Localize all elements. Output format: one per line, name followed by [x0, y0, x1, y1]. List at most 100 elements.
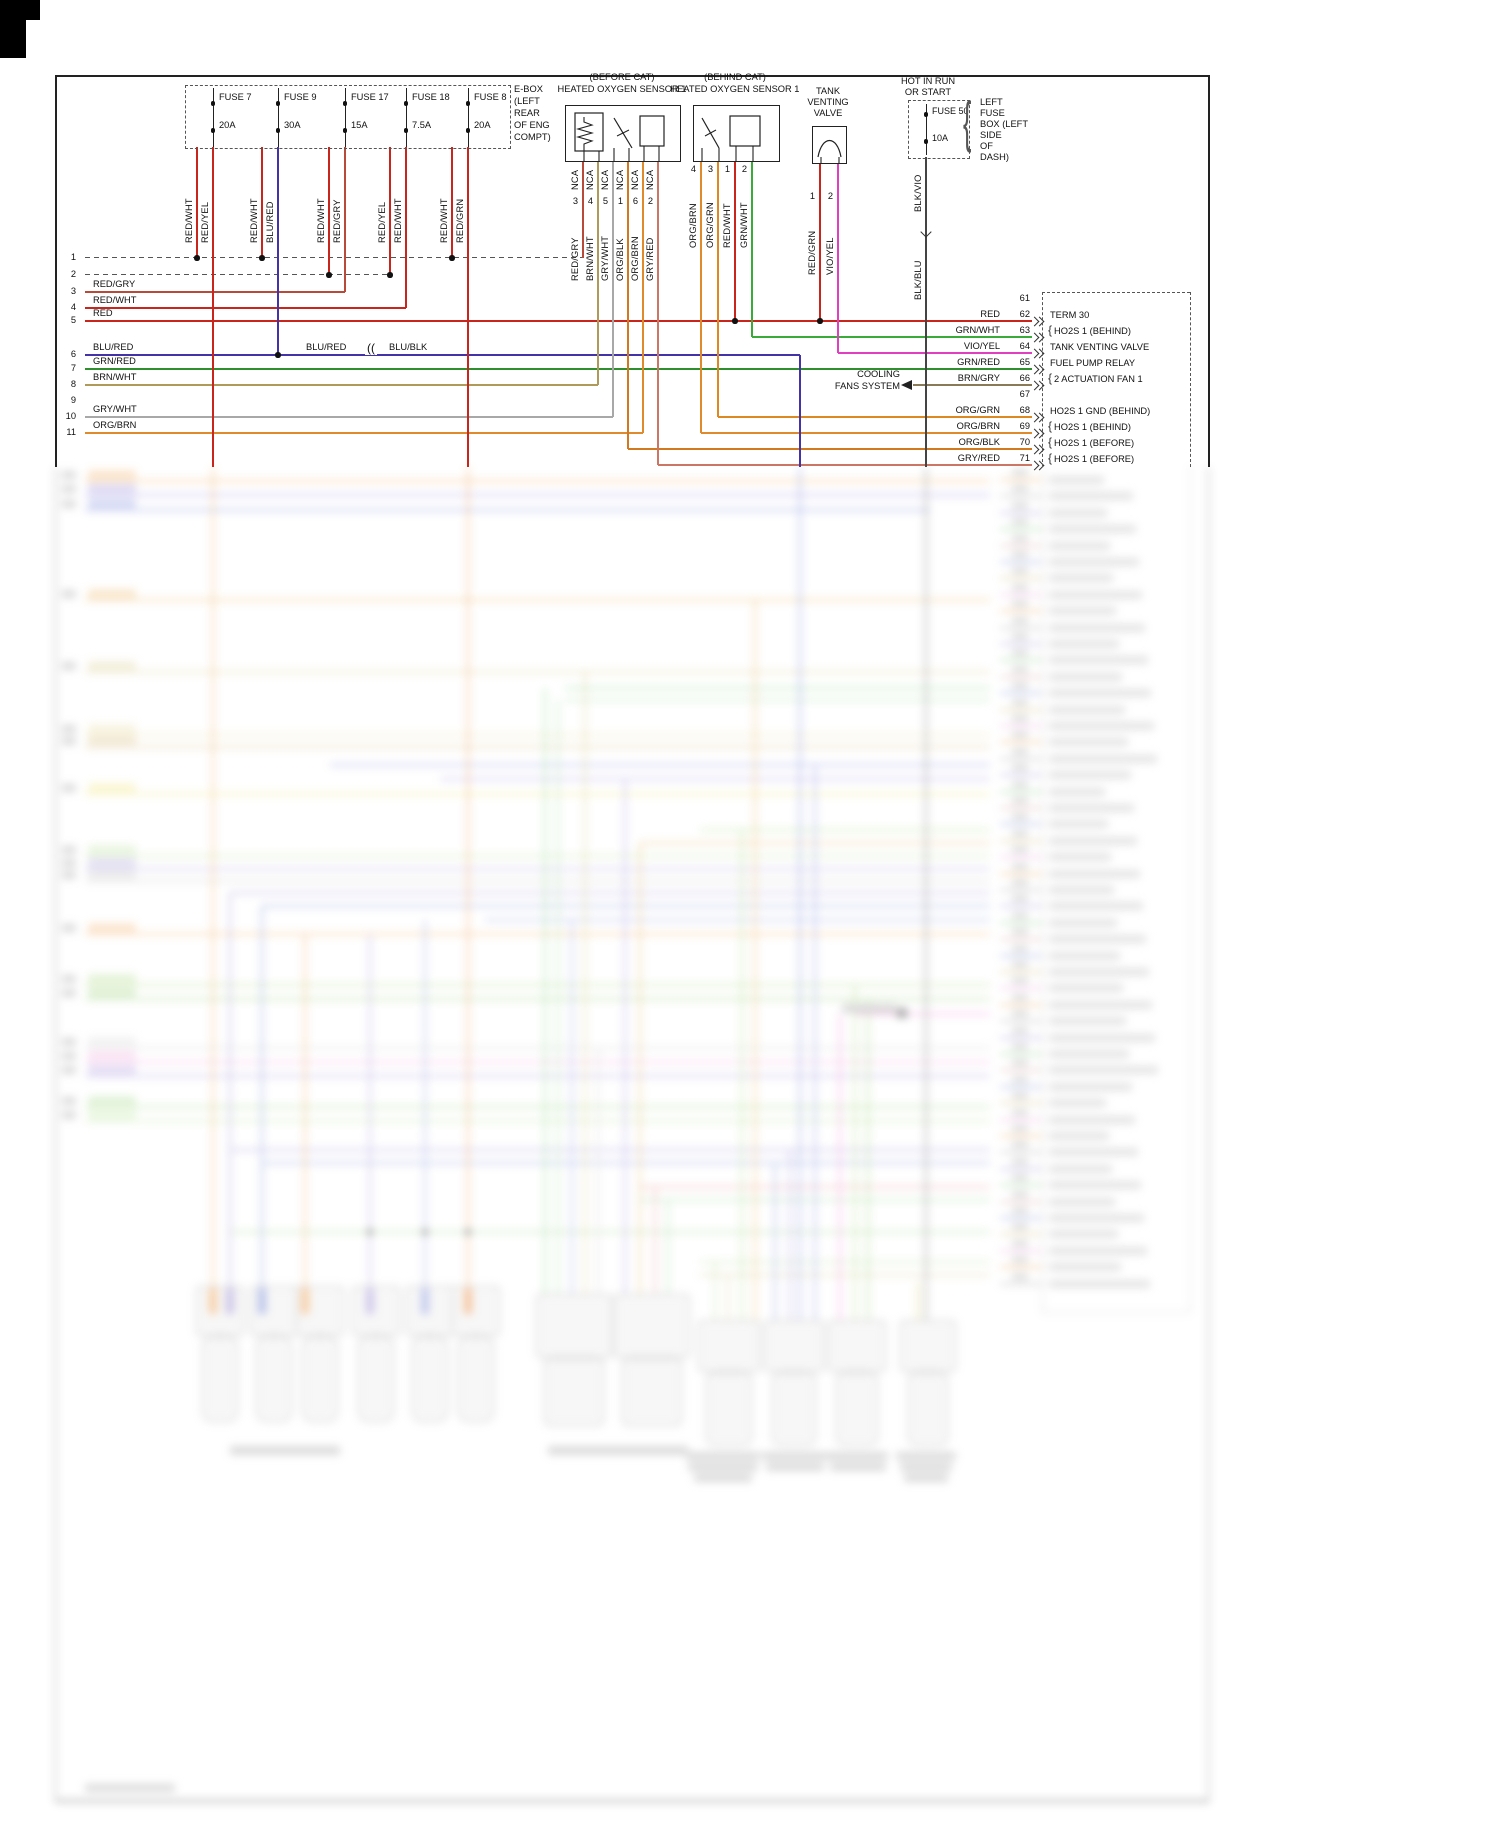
wire-color-label: RED/YEL [200, 201, 210, 243]
scan-artifact [26, 0, 40, 20]
terminal-function-label: TANK VENTING VALVE [1050, 342, 1150, 352]
fuse50-dashed-box [908, 100, 970, 159]
wire-segment [277, 147, 279, 355]
tank-valve-title: VALVE [813, 108, 843, 118]
pin-number: 4 [587, 196, 593, 206]
fuse-box-label: SIDE [980, 130, 1002, 140]
junction-dot [732, 318, 738, 324]
tank-valve-title: TANK [815, 86, 841, 96]
row-number: 5 [70, 315, 76, 325]
fuse-terminal-dot [342, 128, 348, 133]
fuse-terminal-dot [210, 101, 216, 106]
junction-dot [817, 318, 823, 324]
wire-segment [85, 320, 1032, 322]
wire-color-label: BLK/VIO [913, 174, 923, 212]
fuse-symbol [345, 88, 347, 147]
wire-color-label: ORG/BRN [688, 203, 698, 248]
fuse-amps: 30A [284, 120, 301, 130]
pin-number: 4 [690, 164, 696, 174]
wire-color-label: ORG/GRN [705, 202, 715, 248]
wire-color-label: ORG/BLK [615, 238, 625, 281]
pin-number: 3 [707, 164, 713, 174]
fuse-name: FUSE 18 [412, 92, 450, 102]
frame-border-right [1208, 75, 1210, 467]
fuse-name: FUSE 17 [351, 92, 389, 102]
terminal-number: 70 [1019, 437, 1030, 447]
terminal-number: 63 [1019, 325, 1030, 335]
wire-segment [467, 147, 469, 467]
terminal-function-label: FUEL PUMP RELAY [1050, 358, 1136, 368]
terminal-number: 64 [1019, 341, 1030, 351]
ebox-label: REAR [514, 108, 540, 118]
fuse-amps: 10A [932, 133, 949, 143]
hot-feed-label: OR START [904, 87, 952, 97]
terminal-function-label [1048, 389, 1050, 402]
row-number: 8 [70, 379, 76, 389]
fuse-box-label: LEFT [980, 97, 1003, 107]
junction-dot [259, 255, 265, 261]
wire-segment [799, 355, 801, 467]
ebox-label: COMPT) [514, 132, 551, 142]
fuse-terminal-dot [923, 139, 929, 144]
wire-color-label: RED/GRY [570, 237, 580, 281]
terminal-wire-label: ORG/BLK [958, 437, 1000, 447]
grouping-brace: { [1048, 371, 1053, 385]
fuse-terminal-dot [465, 101, 471, 106]
wire-segment [837, 162, 839, 353]
nca-label: NCA [645, 169, 655, 190]
connector-box-border [1190, 292, 1191, 467]
wire-color-label: ORG/BRN [630, 236, 640, 281]
terminal-wire-label: BRN/GRY [957, 373, 1000, 383]
terminal-function-label: HO2S 1 GND (BEHIND) [1050, 406, 1151, 416]
wire-segment [628, 448, 1032, 450]
scan-artifact [0, 0, 26, 58]
terminal-wire-label: GRY/RED [957, 453, 1000, 463]
fuse-name: FUSE 50 [932, 106, 969, 116]
fuse-symbol [926, 104, 928, 155]
row-wire-label: GRN/RED [93, 356, 136, 366]
pin-number: 1 [809, 191, 815, 201]
fuse-name: FUSE 7 [219, 92, 252, 102]
row-wire-label: RED/GRY [93, 279, 136, 289]
row-number: 3 [70, 286, 76, 296]
wire-color-label: GRY/WHT [600, 235, 610, 281]
sensor-title: (BEFORE CAT) [589, 72, 655, 82]
pin-number: 1 [724, 164, 730, 174]
junction-dot [275, 352, 281, 358]
terminal-wire-label: VIO/YEL [963, 341, 1000, 351]
wire-segment [389, 147, 391, 275]
wire-segment [85, 368, 1032, 370]
nca-label: NCA [615, 169, 625, 190]
row-number: 2 [70, 269, 76, 279]
fuse-box-label: FUSE [980, 108, 1005, 118]
terminal-function-label: {HO2S 1 (BEHIND) [1048, 419, 1131, 433]
fuse-amps: 20A [219, 120, 236, 130]
wire-segment [627, 160, 629, 449]
fuse-terminal-dot [923, 112, 929, 117]
sensor-title: (BEHIND CAT) [704, 72, 766, 82]
wire-color-label: RED/WHT [722, 203, 732, 248]
wire-segment [85, 291, 345, 293]
wire-color-label: RED/WHT [439, 198, 449, 243]
wire-color-label: BLU/RED [265, 201, 275, 243]
row-wire-label: ORG/BRN [93, 420, 137, 430]
pin-number: 5 [602, 196, 608, 206]
terminal-number: 62 [1019, 309, 1030, 319]
wire-segment [85, 354, 800, 356]
oxygen-sensor-symbol [701, 115, 761, 161]
wire-segment [657, 160, 659, 465]
ebox-label: (LEFT [514, 96, 540, 106]
connector-box-border [1042, 292, 1190, 293]
grouping-brace: { [963, 90, 972, 153]
terminal-function-label: TERM 30 [1050, 310, 1090, 320]
fuse-amps: 15A [351, 120, 368, 130]
row-number: 6 [70, 349, 76, 359]
row-wire-label: BRN/WHT [93, 372, 137, 382]
terminal-function-label [1048, 293, 1050, 306]
nca-label: NCA [570, 169, 580, 190]
wire-segment [700, 160, 702, 433]
fuse-box-label: BOX (LEFT [980, 119, 1029, 129]
wire-color-label: RED/GRN [807, 230, 817, 275]
cooling-fans-label: COOLING [857, 369, 900, 379]
